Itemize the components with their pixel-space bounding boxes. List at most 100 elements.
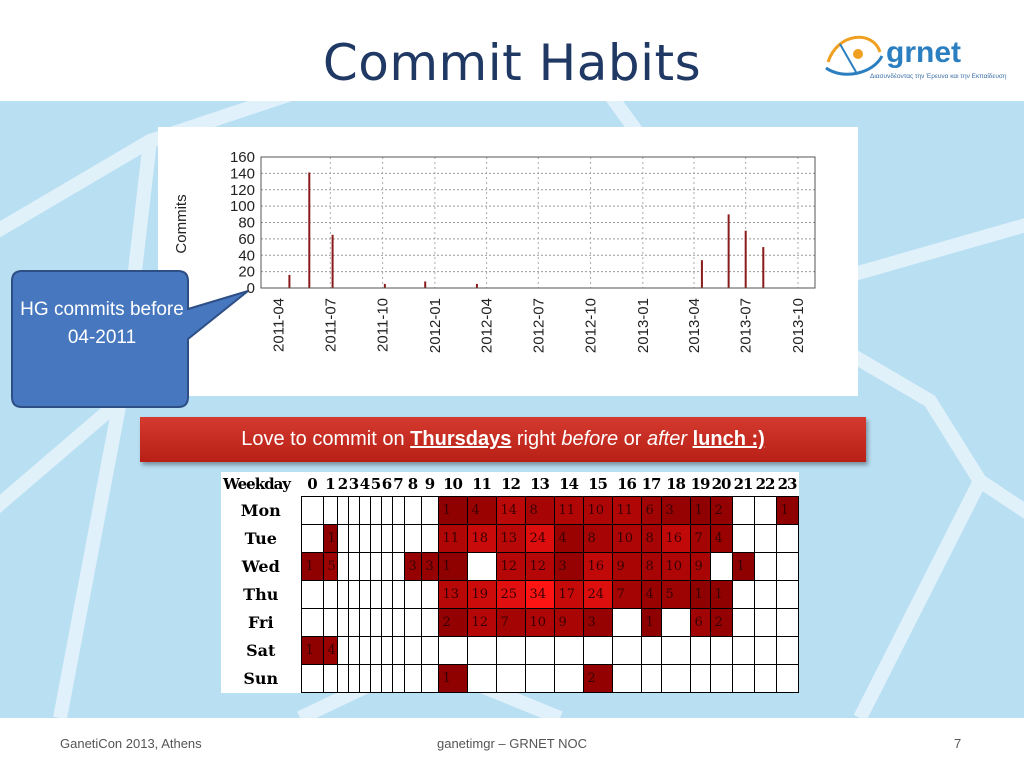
heatmap-cell	[753, 523, 777, 553]
hour-header: 20	[711, 474, 732, 493]
x-tick-label: 2012-01	[427, 298, 444, 353]
weekday-label: Sun	[243, 668, 279, 688]
heatmap-cell	[369, 495, 382, 525]
heatmap-cell	[369, 523, 382, 553]
heatmap-cell	[753, 551, 777, 581]
banner-after: after	[646, 428, 688, 450]
heatmap-cell	[391, 635, 405, 665]
heatmap-cell: 5	[322, 551, 338, 581]
heatmap-cell	[775, 579, 799, 609]
weekday-label: Wed	[241, 556, 280, 576]
heatmap-cell	[347, 579, 360, 609]
heatmap-cell	[369, 607, 382, 637]
y-tick-label: 100	[230, 198, 255, 215]
hour-header: 3	[348, 474, 359, 493]
heatmap-cell: 7	[495, 607, 526, 637]
heatmap-cell: 4	[322, 635, 338, 665]
heatmap-cell: 10	[660, 551, 691, 581]
heatmap-cell	[403, 607, 422, 637]
heatmap-cell: 16	[660, 523, 691, 553]
heatmap-cell	[358, 523, 371, 553]
heatmap-cell	[358, 635, 371, 665]
heatmap-row: Sat 1 4	[221, 635, 799, 665]
heatmap-cell	[336, 551, 349, 581]
heatmap-row: Sun 1 2	[221, 663, 799, 693]
heatmap-cell	[391, 579, 405, 609]
heatmap-cell: 9	[553, 607, 584, 637]
heatmap-cell	[731, 579, 755, 609]
hour-header: 19	[690, 474, 711, 493]
heatmap-cell	[775, 607, 799, 637]
x-tick-label: 2011-07	[322, 298, 339, 352]
heatmap-cell	[391, 663, 405, 693]
heatmap-cell	[358, 579, 371, 609]
hour-header: 21	[733, 474, 754, 493]
heatmap-cell: 6	[640, 495, 662, 525]
heatmap-cell	[380, 635, 393, 665]
heatmap-cell	[347, 635, 360, 665]
grnet-logo: grnet Διασυνδέοντας την Έρευνα και την Ε…	[818, 22, 1018, 92]
footer-page-number: 7	[954, 736, 962, 751]
banner-mid2: or	[618, 428, 647, 450]
y-tick-label: 40	[238, 247, 255, 264]
heatmap-cell: 8	[524, 495, 555, 525]
heatmap-cell: 12	[524, 551, 555, 581]
hour-header: 12	[501, 474, 521, 493]
heatmap-cell: 3	[420, 551, 439, 581]
heatmap-cell	[660, 663, 691, 693]
heatmap-cell	[369, 579, 382, 609]
heatmap-cell	[611, 635, 642, 665]
heatmap-cell: 7	[689, 523, 711, 553]
heatmap-row: Thu 13 19 25 34 17 24 7 4 5 1 1	[221, 579, 799, 609]
weekday-label: Mon	[240, 500, 281, 520]
heatmap-cell	[347, 551, 360, 581]
hour-header: 16	[617, 474, 637, 493]
heatmap-cell	[391, 495, 405, 525]
heatmap-cell	[495, 663, 526, 693]
heatmap-cell	[731, 523, 755, 553]
x-tick-label: 2012-04	[479, 298, 496, 353]
heatmap-cell	[495, 635, 526, 665]
heatmap-cell	[380, 523, 393, 553]
grnet-logo-icon: grnet Διασυνδέοντας την Έρευνα και την Ε…	[825, 35, 1007, 80]
heatmap-cell	[709, 551, 733, 581]
heatmap-cell: 7	[611, 579, 642, 609]
heatmap-cell	[753, 607, 777, 637]
heatmap-cell: 9	[611, 551, 642, 581]
x-tick-label: 2013-01	[635, 298, 652, 353]
heatmap-cell	[709, 635, 733, 665]
footer-event: GanetiCon 2013, Athens	[60, 736, 202, 751]
heatmap-cell: 2	[709, 607, 733, 637]
heatmap-cell: 16	[582, 551, 613, 581]
heatmap-cell	[358, 495, 371, 525]
heatmap-cell: 1	[437, 495, 468, 525]
heatmap-cell	[358, 607, 371, 637]
heatmap-cell	[336, 663, 349, 693]
y-tick-label: 140	[230, 165, 255, 182]
heatmap-row: Tue 1 11 18 13 24 4 8 10 8 16 7 4	[221, 523, 799, 553]
heatmap-cell	[420, 495, 439, 525]
heatmap-cell: 3	[582, 607, 613, 637]
heatmap-cell: 10	[611, 523, 642, 553]
banner-mid1: right	[511, 428, 562, 450]
heatmap-cell: 19	[466, 579, 497, 609]
heatmap-cell	[391, 607, 405, 637]
heatmap-cell	[775, 635, 799, 665]
heatmap-cell: 9	[689, 551, 711, 581]
x-tick-label: 2011-10	[375, 298, 392, 352]
callout-shape	[11, 270, 249, 408]
heatmap-cell: 3	[660, 495, 691, 525]
heatmap-cell	[582, 635, 613, 665]
heatmap-row: Wed 1 5 3 3 1 12 12 3 16 9 8 10 9 1	[221, 551, 799, 581]
heatmap-cell: 4	[553, 523, 584, 553]
heatmap-cell: 11	[437, 523, 468, 553]
weekday-label: Thu	[243, 584, 279, 604]
heatmap-cell	[775, 551, 799, 581]
heatmap-cell: 2	[437, 607, 468, 637]
heatmap-cell	[336, 495, 349, 525]
heatmap-cell: 1	[437, 663, 468, 693]
plot-frame	[260, 156, 816, 289]
heatmap-cell: 2	[709, 495, 733, 525]
y-tick-label: 120	[230, 182, 255, 199]
